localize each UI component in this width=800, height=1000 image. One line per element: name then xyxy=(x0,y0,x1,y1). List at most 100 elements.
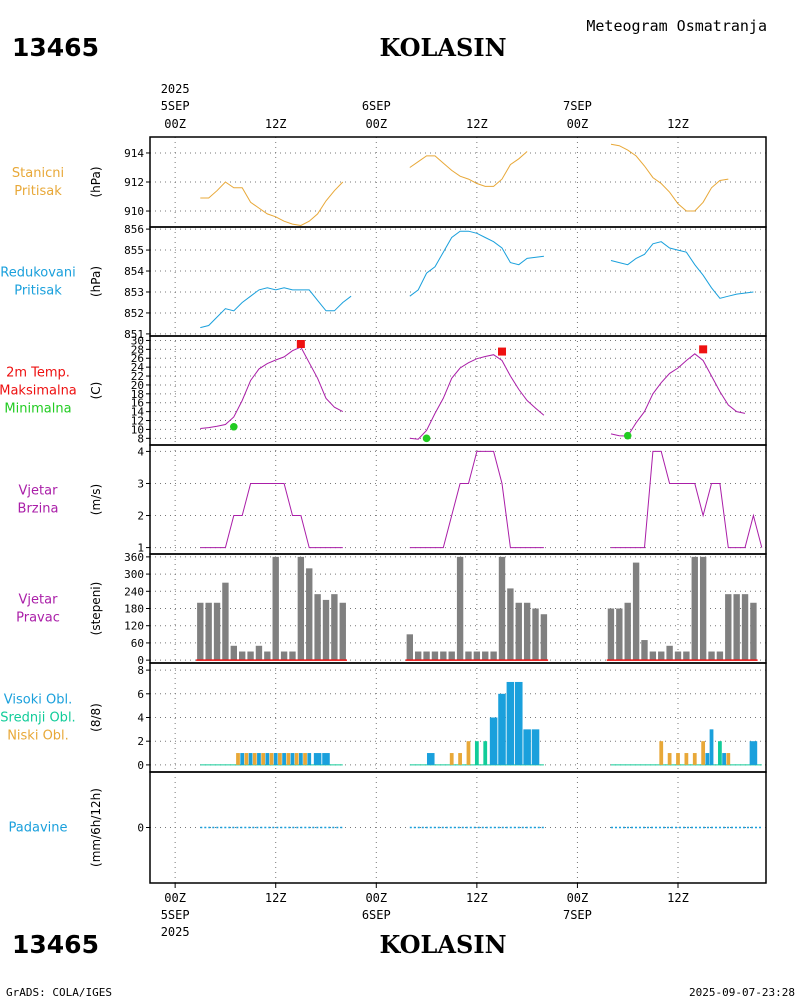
x-tick-label-top: 00Z xyxy=(567,117,589,131)
bottom-time-axis: 00Z 5SEP 2025 12Z 00Z 6SEP 12Z 00Z 7SEP 12Z xyxy=(161,891,689,939)
series-line xyxy=(610,143,729,212)
y-tick-label: 2 xyxy=(137,510,144,523)
wind-direction-bar xyxy=(331,594,338,661)
cloud-bar xyxy=(684,753,689,765)
cloud-bar xyxy=(458,753,462,765)
wind-direction-bar xyxy=(289,651,296,661)
wind-direction-bar xyxy=(431,651,439,661)
panel-frame xyxy=(149,335,767,446)
y-tick-label: 30 xyxy=(131,334,144,347)
cloud-bar xyxy=(278,753,282,765)
date-label-top: 7SEP xyxy=(563,99,592,113)
wind-direction-bar xyxy=(448,651,455,661)
panel-label: Vjetar xyxy=(19,593,59,608)
y-tick-label: 10 xyxy=(131,423,144,436)
wind-direction-bar xyxy=(205,602,212,661)
panel-unit-label: (hPa) xyxy=(89,166,103,197)
y-tick-label: 4 xyxy=(137,712,144,725)
series-line xyxy=(409,151,528,187)
y-tick-label: 120 xyxy=(124,620,144,633)
wind-direction-bar xyxy=(658,651,665,661)
wind-direction-bar xyxy=(473,651,481,661)
x-tick-label-bottom: 12Z xyxy=(265,891,287,905)
cloud-bar xyxy=(506,681,515,765)
panel-label: Maksimalna xyxy=(0,384,77,399)
wind-direction-bar xyxy=(733,594,740,661)
series-line xyxy=(409,450,544,549)
wind-direction-bar xyxy=(415,651,422,661)
cloud-bar xyxy=(290,753,295,765)
wind-direction-bar xyxy=(440,651,447,661)
date-label-bottom: 7SEP xyxy=(563,908,592,922)
date-label-bottom: 5SEP xyxy=(161,908,190,922)
wind-direction-bar xyxy=(306,568,313,661)
wind-direction-bar xyxy=(540,614,548,661)
wind-direction-bar xyxy=(750,602,757,661)
min-temp-marker xyxy=(422,434,431,443)
wind-direction-bar xyxy=(406,634,413,661)
cloud-bar xyxy=(531,729,540,765)
x-tick-label-top: 12Z xyxy=(466,117,488,131)
series-line xyxy=(200,287,352,329)
cloud-bar xyxy=(701,741,706,765)
y-tick-label: 853 xyxy=(124,286,144,299)
wind-direction-bar xyxy=(523,602,531,661)
panel-label: Vjetar xyxy=(19,484,59,499)
year-label-top: 2025 xyxy=(161,82,190,96)
series-line xyxy=(200,346,344,429)
panel-frame xyxy=(149,226,767,337)
y-tick-label: 14 xyxy=(131,406,145,419)
cloud-bar xyxy=(676,753,680,765)
wind-direction-bar xyxy=(314,594,321,661)
panel-precipitation: 0 Padavine (mm/6h/12h) xyxy=(9,771,767,884)
y-tick-label: 852 xyxy=(124,307,144,320)
y-tick-label: 24 xyxy=(131,361,145,374)
panel-unit-label: (C) xyxy=(89,382,103,400)
x-tick-label-bottom: 12Z xyxy=(667,891,689,905)
wind-direction-bar xyxy=(699,556,707,661)
wind-direction-bar xyxy=(322,599,330,661)
cloud-bar xyxy=(426,753,435,765)
cloud-bar xyxy=(489,717,498,765)
max-temp-marker xyxy=(296,340,305,349)
wind-direction-bar xyxy=(423,651,430,661)
cloud-bar xyxy=(261,753,266,765)
cloud-bar xyxy=(265,753,270,765)
wind-direction-bar xyxy=(632,562,640,661)
cloud-bar xyxy=(240,753,245,765)
y-tick-label: 0 xyxy=(137,759,144,772)
wind-direction-bar xyxy=(482,651,489,661)
render-timestamp: 2025-09-07-23:28 xyxy=(689,986,795,999)
wind-direction-bar xyxy=(607,608,615,661)
panel-label: Pritisak xyxy=(14,284,62,299)
panel-unit-label: (stepeni) xyxy=(89,582,103,636)
y-tick-label: 854 xyxy=(124,265,144,278)
panel-label: Visoki Obl. xyxy=(4,693,72,708)
cloud-bar xyxy=(244,753,249,765)
wind-direction-bar xyxy=(649,651,657,661)
cloud-bar xyxy=(322,753,330,765)
x-tick-label-top: 12Z xyxy=(667,117,689,131)
y-tick-label: 8 xyxy=(137,432,144,445)
cloud-bar xyxy=(749,741,758,765)
cloud-bar xyxy=(667,753,672,765)
panel-label: Niski Obl. xyxy=(7,729,69,744)
cloud-bar xyxy=(523,729,531,765)
station-id-top: 13465 xyxy=(12,33,99,62)
max-temp-marker xyxy=(699,345,708,354)
series-line xyxy=(610,353,746,437)
cloud-bar xyxy=(705,753,710,765)
wind-direction-bar xyxy=(272,556,279,661)
cloud-bar xyxy=(498,693,506,765)
wind-direction-bar xyxy=(465,651,472,661)
max-temp-marker xyxy=(498,347,506,356)
station-id-bottom: 13465 xyxy=(12,930,99,959)
year-label-bottom: 2025 xyxy=(161,925,190,939)
cloud-bar xyxy=(273,753,278,765)
wind-direction-bar xyxy=(616,608,623,661)
cloud-bar xyxy=(692,753,697,765)
cloud-bar xyxy=(514,681,523,765)
cloud-bar xyxy=(257,753,261,765)
wind-direction-bar xyxy=(708,651,715,661)
